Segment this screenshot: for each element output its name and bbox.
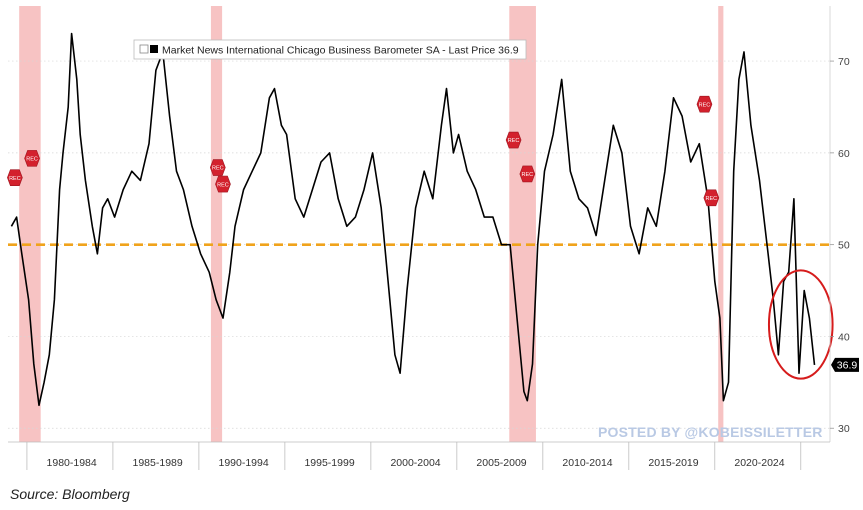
y-tick-label: 50 [838, 240, 850, 252]
y-tick-label: 40 [838, 331, 850, 343]
y-tick-label: 60 [838, 148, 850, 160]
watermark: POSTED BY @KOBEISSILETTER [598, 424, 823, 440]
x-axis: 1980-1984 1985-1989 1990-1994 1995-1999 2000… [8, 441, 830, 470]
legend-expand-icon [139, 44, 149, 54]
recession-bands [19, 6, 724, 442]
x-tick-label: 1985-1989 [133, 457, 183, 469]
x-tick-label: 2010-2014 [562, 457, 612, 469]
x-tick-label: 2000-2004 [390, 457, 440, 469]
x-tick-label: 1990-1994 [218, 457, 268, 469]
plot-background [8, 6, 830, 442]
legend-box [133, 39, 527, 60]
x-tick-label: 2015-2019 [648, 457, 698, 469]
x-tick-label: 2020-2024 [734, 457, 784, 469]
series-line-0 [10, 32, 816, 407]
rec-marker-label: REC [217, 182, 229, 188]
rec-marker-label: REC [699, 102, 711, 108]
legend-swatch-icon [150, 45, 158, 53]
rec-marker-0 [24, 150, 40, 167]
rec-marker-label: REC [9, 176, 21, 182]
rec-marker-1 [7, 169, 23, 186]
recession-band-0 [19, 6, 41, 442]
series-group [10, 32, 816, 407]
legend: Market News International Chicago Busine… [133, 39, 527, 60]
gridlines [8, 60, 830, 429]
x-tick-label: 1995-1999 [304, 457, 354, 469]
rec-marker-3 [215, 175, 231, 193]
x-tick-label: 1980-1984 [47, 457, 97, 469]
last-value-group: 36.9 [831, 357, 859, 372]
last-value-label: 36.9 [837, 360, 858, 372]
y-axis: 30 40 50 60 70 [829, 6, 850, 442]
rec-marker-label: REC [26, 157, 38, 163]
rec-marker-label: REC [212, 166, 224, 172]
x-tick-label: 2005-2009 [476, 457, 526, 469]
rec-marker-label: REC [522, 172, 534, 178]
rec-marker-5 [519, 165, 536, 183]
rec-markers: REC REC REC REC REC REC REC REC [7, 95, 720, 207]
highlight-group [767, 269, 834, 380]
rec-marker-7 [703, 189, 720, 207]
y-tick-label: 70 [838, 56, 850, 68]
source-note: Source: Bloomberg [10, 486, 130, 502]
y-tick-label: 30 [838, 423, 850, 435]
highlight-ellipse [767, 269, 834, 380]
rec-marker-label: REC [706, 196, 718, 202]
chart: REC REC REC REC REC REC REC REC 30 40 50 60 70 1980… [7, 6, 859, 470]
rec-marker-6 [696, 95, 713, 113]
rec-marker-2 [209, 159, 226, 176]
last-value-tag [831, 357, 859, 372]
legend-label: Market News International Chicago Busine… [162, 45, 519, 57]
recession-band-1 [210, 6, 223, 442]
rec-marker-label: REC [508, 138, 520, 144]
rec-marker-4 [505, 131, 522, 149]
recession-band-3 [718, 6, 724, 442]
